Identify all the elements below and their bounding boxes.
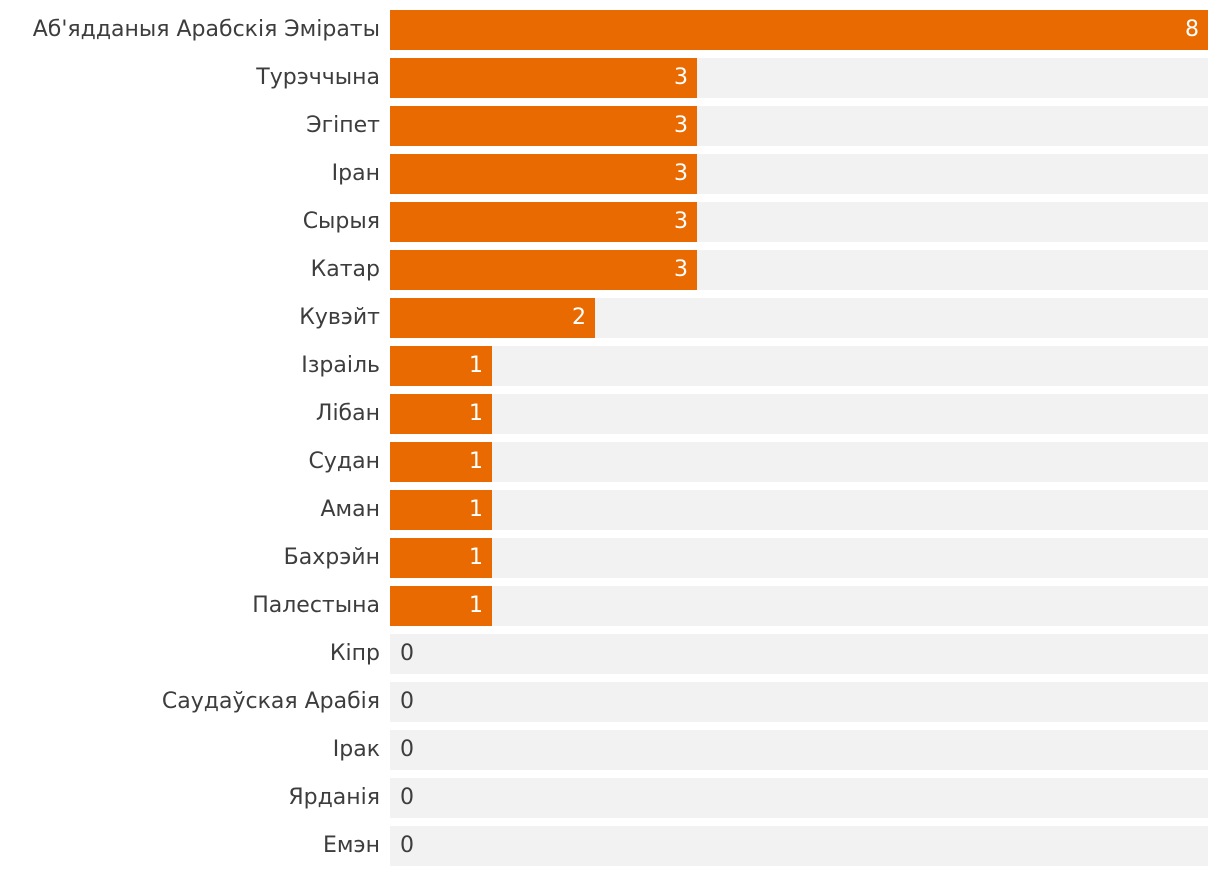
data-label: 1 — [469, 593, 483, 618]
bar-track — [390, 586, 1208, 626]
bar-track — [390, 490, 1208, 530]
bar — [390, 154, 697, 194]
data-label: 1 — [469, 545, 483, 570]
bar-track — [390, 394, 1208, 434]
category-label: Сырыя — [302, 209, 380, 234]
category-label: Ізраіль — [301, 353, 380, 378]
data-label: 1 — [469, 401, 483, 426]
data-label: 8 — [1185, 17, 1199, 42]
data-label: 0 — [400, 737, 414, 762]
data-label: 1 — [469, 497, 483, 522]
data-label: 1 — [469, 353, 483, 378]
bar — [390, 538, 492, 578]
data-label: 3 — [674, 257, 688, 282]
bar-track — [390, 634, 1208, 674]
data-label: 3 — [674, 209, 688, 234]
category-label: Катар — [310, 257, 380, 282]
bar — [390, 250, 697, 290]
data-label: 3 — [674, 161, 688, 186]
data-label: 0 — [400, 785, 414, 810]
bar-track — [390, 730, 1208, 770]
category-label: Лібан — [315, 401, 380, 426]
data-label: 2 — [572, 305, 586, 330]
category-label: Кіпр — [329, 641, 380, 666]
bar — [390, 106, 697, 146]
bar — [390, 298, 595, 338]
data-label: 0 — [400, 689, 414, 714]
bar-track — [390, 442, 1208, 482]
category-label: Саудаўская Арабія — [161, 689, 380, 714]
category-label: Эгіпет — [306, 113, 380, 138]
bar-track — [390, 538, 1208, 578]
category-label: Емэн — [323, 833, 380, 858]
bar — [390, 346, 492, 386]
data-label: 0 — [400, 833, 414, 858]
bar-track — [390, 346, 1208, 386]
category-label: Іран — [331, 161, 380, 186]
bar-track — [390, 778, 1208, 818]
bar — [390, 202, 697, 242]
category-label: Ірак — [332, 737, 380, 762]
category-label: Турэччына — [256, 65, 380, 90]
data-label: 1 — [469, 449, 483, 474]
category-label: Аман — [320, 497, 380, 522]
category-label: Кувэйт — [299, 305, 380, 330]
bar-track — [390, 682, 1208, 722]
bar-track — [390, 826, 1208, 866]
bar — [390, 586, 492, 626]
data-label: 3 — [674, 113, 688, 138]
bar — [390, 10, 1208, 50]
category-label: Судан — [308, 449, 380, 474]
category-label: Ярданія — [288, 785, 380, 810]
category-label: Аб'ядданыя Арабскія Эміраты — [32, 17, 380, 42]
bar — [390, 490, 492, 530]
data-label: 0 — [400, 641, 414, 666]
category-label: Бахрэйн — [283, 545, 380, 570]
category-label: Палестына — [252, 593, 380, 618]
bar — [390, 58, 697, 98]
bar — [390, 394, 492, 434]
data-label: 3 — [674, 65, 688, 90]
bar — [390, 442, 492, 482]
